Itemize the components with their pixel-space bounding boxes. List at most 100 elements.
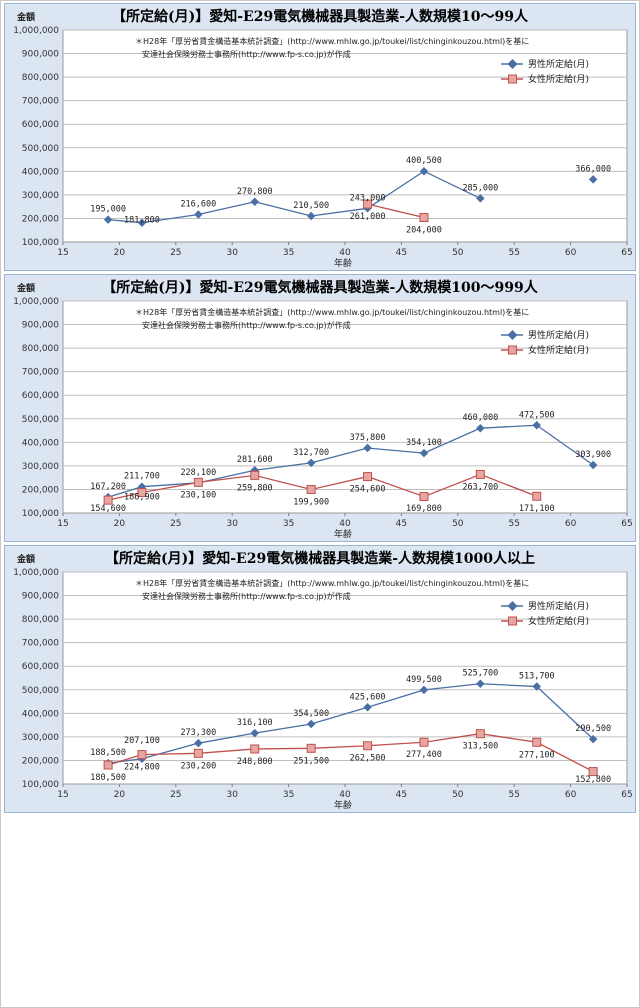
data-label-male: 195,000 [90, 205, 126, 215]
data-label-female: 224,800 [124, 763, 160, 773]
y-tick-label: 1,000,000 [13, 297, 59, 307]
plot-area [62, 571, 628, 785]
source-note-line1: ＊H28年「厚労省賃金構造基本統計調査」(http://www.mhlw.go.… [135, 578, 529, 588]
x-tick-label: 15 [57, 248, 68, 258]
chart-title: 【所定給(月)】愛知-E29電気機械器具製造業-人数規模10～99人 [112, 8, 529, 25]
y-tick-label: 1,000,000 [13, 26, 59, 36]
data-label-male: 228,100 [180, 468, 216, 478]
x-tick-label: 45 [396, 519, 407, 529]
data-point-female [475, 729, 485, 739]
chart-panel-1: 100,000 200,000 300,000 400,000 500,000 600,0… [4, 3, 636, 271]
data-point-female [532, 491, 542, 501]
y-tick-label: 800,000 [22, 344, 59, 354]
data-point-male [306, 211, 316, 221]
chart-title: 【所定給(月)】愛知-E29電気機械器具製造業-人数規模100～999人 [102, 279, 538, 296]
data-label-male: 354,500 [293, 709, 329, 719]
source-note-line2: 安達社会保険労務士事務所(http://www.fp-s.co.jp)が作成 [142, 49, 351, 59]
y-tick-label: 400,000 [22, 709, 59, 719]
x-tick-label: 25 [170, 790, 181, 800]
data-label-male: 316,100 [237, 718, 273, 728]
data-point-female [103, 495, 113, 505]
x-tick-label: 60 [565, 790, 577, 800]
x-tick-label: 55 [508, 248, 519, 258]
x-tick-label: 20 [114, 519, 126, 529]
data-point-male [476, 423, 485, 433]
y-tick-label: 100,000 [22, 509, 59, 519]
x-tick-label: 65 [621, 519, 632, 529]
x-tick-label: 40 [339, 519, 351, 529]
data-label-female: 186,900 [124, 493, 160, 503]
x-tick-label: 30 [226, 790, 238, 800]
y-tick-label: 200,000 [22, 756, 59, 766]
data-point-male [476, 679, 485, 688]
x-tick-label: 15 [57, 519, 68, 529]
x-tick-label: 25 [170, 519, 181, 529]
legend-marker-female [508, 345, 517, 355]
y-tick-label: 500,000 [22, 415, 59, 425]
source-note-line2: 安達社会保険労務士事務所(http://www.fp-s.co.jp)が作成 [142, 320, 351, 330]
data-label-male: 216,600 [180, 200, 216, 210]
data-point-female [363, 741, 373, 751]
data-point-female [193, 748, 203, 758]
y-axis-label: 金額 [16, 282, 35, 294]
x-tick-label: 50 [452, 248, 464, 258]
x-tick-label: 45 [396, 248, 407, 258]
data-label-male: 375,800 [350, 433, 386, 443]
legend-marker-male [507, 601, 518, 611]
data-point-female [419, 737, 429, 747]
data-label-female: 180,500 [90, 773, 126, 783]
x-axis-label: 年齢 [334, 257, 352, 269]
data-point-female [137, 488, 147, 498]
x-tick-label: 45 [396, 790, 407, 800]
data-label-male: 281,600 [237, 455, 273, 465]
data-label-male: 270,800 [237, 187, 273, 197]
data-label-male: 181,800 [124, 216, 160, 226]
data-label-male: 243,000 [350, 193, 386, 203]
x-tick-label: 25 [170, 248, 181, 258]
data-label-male: 211,700 [124, 472, 160, 482]
data-point-female [363, 472, 373, 482]
data-point-male [363, 443, 372, 453]
y-tick-label: 500,000 [22, 686, 59, 696]
data-label-female: 254,600 [350, 485, 386, 495]
chart-svg-3: 100,000 200,000 300,000 400,000 500,000 600,0… [13, 550, 633, 811]
y-tick-label: 100,000 [22, 780, 59, 790]
chart-panel-2: 100,000 200,000 300,000 400,000 500,000 600,0… [4, 274, 636, 542]
x-tick-label: 15 [57, 790, 68, 800]
chart-title: 【所定給(月)】愛知-E29電気機械器具製造業-人数規模1000人以上 [105, 550, 535, 567]
y-tick-label: 600,000 [22, 120, 59, 130]
data-label-female: 154,600 [90, 504, 126, 514]
data-label-male: 285,000 [462, 183, 498, 193]
y-tick-label: 1,000,000 [13, 568, 59, 578]
x-tick-label: 40 [339, 248, 351, 258]
data-point-male [476, 194, 485, 203]
legend-label: 女性所定給(月) [528, 344, 589, 356]
data-label-female: 261,000 [350, 212, 386, 222]
y-tick-label: 900,000 [22, 50, 59, 60]
data-point-male [194, 210, 203, 219]
legend-label: 女性所定給(月) [528, 73, 589, 85]
data-point-female [419, 492, 429, 502]
data-point-male [588, 460, 598, 470]
y-tick-label: 900,000 [22, 321, 59, 331]
x-tick-label: 35 [283, 519, 294, 529]
chart-svg-2: 100,000 200,000 300,000 400,000 500,000 600,0… [13, 279, 633, 540]
data-point-female [103, 760, 113, 770]
data-label-female: 263,700 [462, 482, 498, 492]
data-label-male: 472,500 [519, 410, 555, 420]
data-point-female [475, 469, 485, 479]
data-label-male: 499,500 [406, 675, 442, 685]
data-point-female [363, 199, 373, 209]
data-point-male [250, 728, 260, 738]
source-note-line1: ＊H28年「厚労省賃金構造基本統計調査」(http://www.mhlw.go.… [135, 36, 529, 46]
data-label-female: 277,400 [406, 750, 442, 760]
data-point-female [137, 750, 147, 760]
data-label-male: 167,200 [90, 482, 126, 492]
legend-label: 男性所定給(月) [528, 329, 589, 341]
y-tick-label: 700,000 [22, 639, 59, 649]
data-label-male: 273,300 [180, 728, 216, 738]
y-tick-label: 300,000 [22, 191, 59, 201]
data-point-male [306, 458, 316, 468]
data-label-male: 354,100 [406, 438, 442, 448]
data-point-male [137, 218, 147, 227]
